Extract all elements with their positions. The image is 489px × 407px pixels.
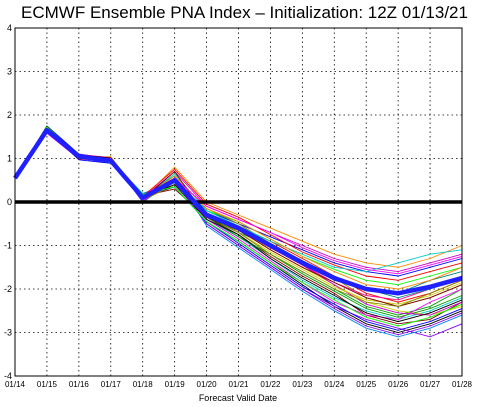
x-tick-label: 01/28 [452,380,473,389]
y-tick-label: 4 [7,23,12,33]
y-tick-label: 3 [7,67,12,77]
y-tick-label: 0 [7,197,12,207]
x-tick-label: 01/17 [101,380,122,389]
x-tick-label: 01/25 [356,380,377,389]
x-tick-label: 01/27 [420,380,441,389]
x-tick-label: 01/19 [165,380,186,389]
x-tick-label: 01/15 [37,380,58,389]
x-tick-label: 01/18 [133,380,154,389]
x-tick-label: 01/22 [260,380,281,389]
x-tick-label: 01/23 [292,380,313,389]
x-axis-label: Forecast Valid Date [199,393,277,403]
y-tick-label: 2 [7,110,12,120]
axis-ticks: -4 -3 -2 -1 0 1 2 3 4 01/14 01/15 01/16 01/17 01/18 01… [4,23,473,389]
ensemble-member-line [14,129,463,331]
y-tick-label: -3 [4,328,12,338]
y-tick-label: -1 [4,241,12,251]
x-tick-label: 01/16 [69,380,90,389]
x-tick-label: 01/24 [324,380,345,389]
x-tick-label: 01/14 [5,380,26,389]
x-tick-label: 01/20 [197,380,218,389]
ensemble-mean-group [13,127,463,296]
y-tick-label: -2 [4,284,12,294]
ensemble-mean-line [13,127,463,296]
x-tick-label: 01/21 [228,380,249,389]
y-tick-label: 1 [7,154,12,164]
chart-title: ECMWF Ensemble PNA Index – Initializatio… [21,3,468,22]
plot-frame [14,27,463,377]
y-tick-label: -4 [4,371,12,381]
x-tick-label: 01/26 [388,380,409,389]
